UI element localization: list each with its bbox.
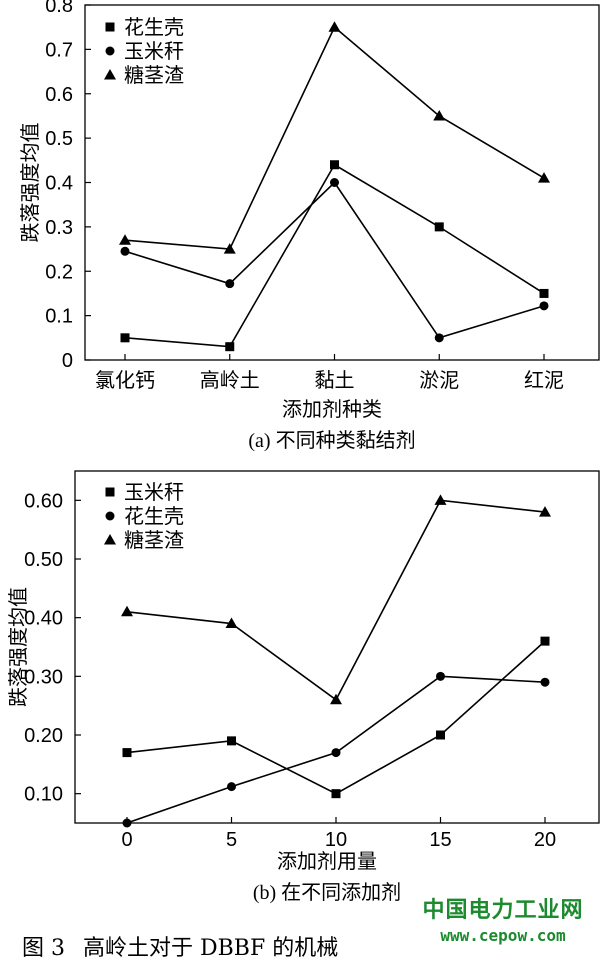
legend-label: 玉米秆 [124, 480, 184, 504]
legend-marker-triangle [104, 534, 116, 545]
x-tick-label: 15 [429, 829, 451, 851]
y-tick-label: 0.20 [24, 725, 63, 747]
data-point-square [540, 636, 550, 646]
data-point-triangle [121, 605, 133, 617]
x-tick-label: 5 [226, 829, 237, 851]
x-axis-title: 添加剂种类 [282, 397, 382, 421]
data-point-circle [330, 178, 339, 187]
y-tick-label: 0 [62, 350, 73, 372]
legend-marker-triangle [104, 69, 116, 80]
data-point-square [227, 736, 236, 746]
figure-caption-text: 高岭土对于 DBBF 的机械 [83, 936, 339, 961]
series-line [124, 181, 545, 339]
data-point-square [331, 789, 341, 799]
series-line [124, 25, 545, 250]
x-axis-title: 添加剂用量 [277, 849, 377, 873]
series-circle [120, 178, 549, 343]
y-axis-title: 跌落强度均值 [18, 123, 42, 243]
y-tick-label: 0.1 [45, 306, 73, 328]
data-point-circle [434, 333, 444, 343]
watermark-title: 中国电力工业网 [422, 898, 584, 923]
data-point-circle [227, 782, 236, 792]
y-tick-label: 0.7 [45, 39, 73, 61]
legend-label: 玉米秆 [124, 39, 184, 63]
plot-frame [74, 470, 600, 824]
data-point-square [120, 333, 130, 343]
legend-marker-square [105, 22, 115, 32]
y-tick-label: 0.4 [45, 173, 73, 195]
y-tick-label: 0.30 [24, 666, 63, 688]
y-tick-label: 0.8 [45, 0, 73, 17]
legend-marker-circle [105, 511, 115, 521]
data-point-circle [436, 671, 445, 681]
series-triangle [119, 21, 550, 254]
data-point-circle [225, 279, 235, 289]
chart-caption: (b) 在不同添加剂 [253, 881, 401, 904]
legend-marker-square [105, 487, 115, 497]
y-tick-label: 0.50 [24, 549, 63, 571]
data-point-circle [122, 818, 132, 828]
data-point-square [436, 730, 445, 740]
x-tick-label: 高岭土 [200, 368, 260, 392]
y-tick-label: 0.2 [45, 261, 73, 283]
data-point-triangle [119, 234, 131, 245]
y-tick-label: 0.60 [24, 490, 63, 512]
figure-caption: 图 3 高岭土对于 DBBF 的机械 [22, 930, 356, 962]
legend-label: 花生壳 [124, 504, 184, 528]
legend-label: 糖茎渣 [124, 528, 184, 552]
data-point-circle [540, 677, 550, 687]
data-point-triangle [328, 21, 341, 32]
y-tick-label: 0.10 [24, 784, 63, 806]
x-tick-label: 黏土 [315, 368, 355, 392]
series-square [120, 160, 549, 352]
data-point-circle [120, 246, 130, 256]
x-tick-label: 氯化钙 [95, 368, 155, 392]
y-tick-label: 0.40 [24, 608, 63, 630]
y-tick-label: 0.5 [45, 128, 73, 150]
chart-a: 0 0.1 0.2 0.3 0.4 0.5 0.6 0.7 0.8 氯化钙 高岭土 黏土 淤泥 红泥添加剂… [18, 0, 600, 452]
data-point-triangle [225, 617, 238, 629]
x-tick-label: 20 [534, 829, 556, 851]
y-tick-label: 0.3 [45, 217, 73, 239]
series-square [122, 636, 550, 799]
series-circle [122, 671, 550, 828]
data-point-square [225, 342, 235, 352]
series-line [126, 499, 546, 701]
data-point-circle [539, 301, 549, 311]
data-point-square [122, 748, 132, 758]
data-point-circle [331, 748, 341, 758]
y-axis-title: 跌落强度均值 [6, 587, 30, 707]
y-tick-label: 0.6 [45, 84, 73, 106]
data-point-triangle [539, 506, 551, 517]
figure-caption-label: 图 3 [22, 936, 65, 961]
data-point-square [539, 288, 549, 298]
x-tick-label: 10 [325, 829, 347, 851]
series-line [124, 163, 545, 348]
x-tick-label: 红泥 [524, 368, 564, 392]
data-point-triangle [223, 243, 236, 254]
data-point-triangle [433, 109, 446, 121]
data-point-square [330, 160, 339, 170]
series-triangle [121, 494, 551, 705]
data-point-square [434, 222, 444, 232]
legend-label: 糖茎渣 [124, 63, 184, 87]
legend-label: 花生壳 [124, 15, 184, 39]
legend-marker-circle [105, 46, 115, 56]
chart-b: 0.10 0.20 0.30 0.40 0.50 0.60 0 5 10 15 20 添加剂用量 跌落强… [6, 470, 600, 904]
x-tick-label: 0 [121, 829, 132, 851]
chart-caption: (a) 不同种类黏结剂 [248, 429, 415, 452]
watermark-url: www.cepow.com [440, 926, 566, 945]
data-point-triangle [434, 494, 447, 505]
watermark: 中国电力工业网 www.cepow.com [408, 892, 598, 945]
x-tick-label: 淤泥 [419, 368, 459, 392]
data-point-triangle [538, 172, 550, 183]
series-line [126, 640, 546, 795]
data-point-triangle [330, 693, 342, 705]
